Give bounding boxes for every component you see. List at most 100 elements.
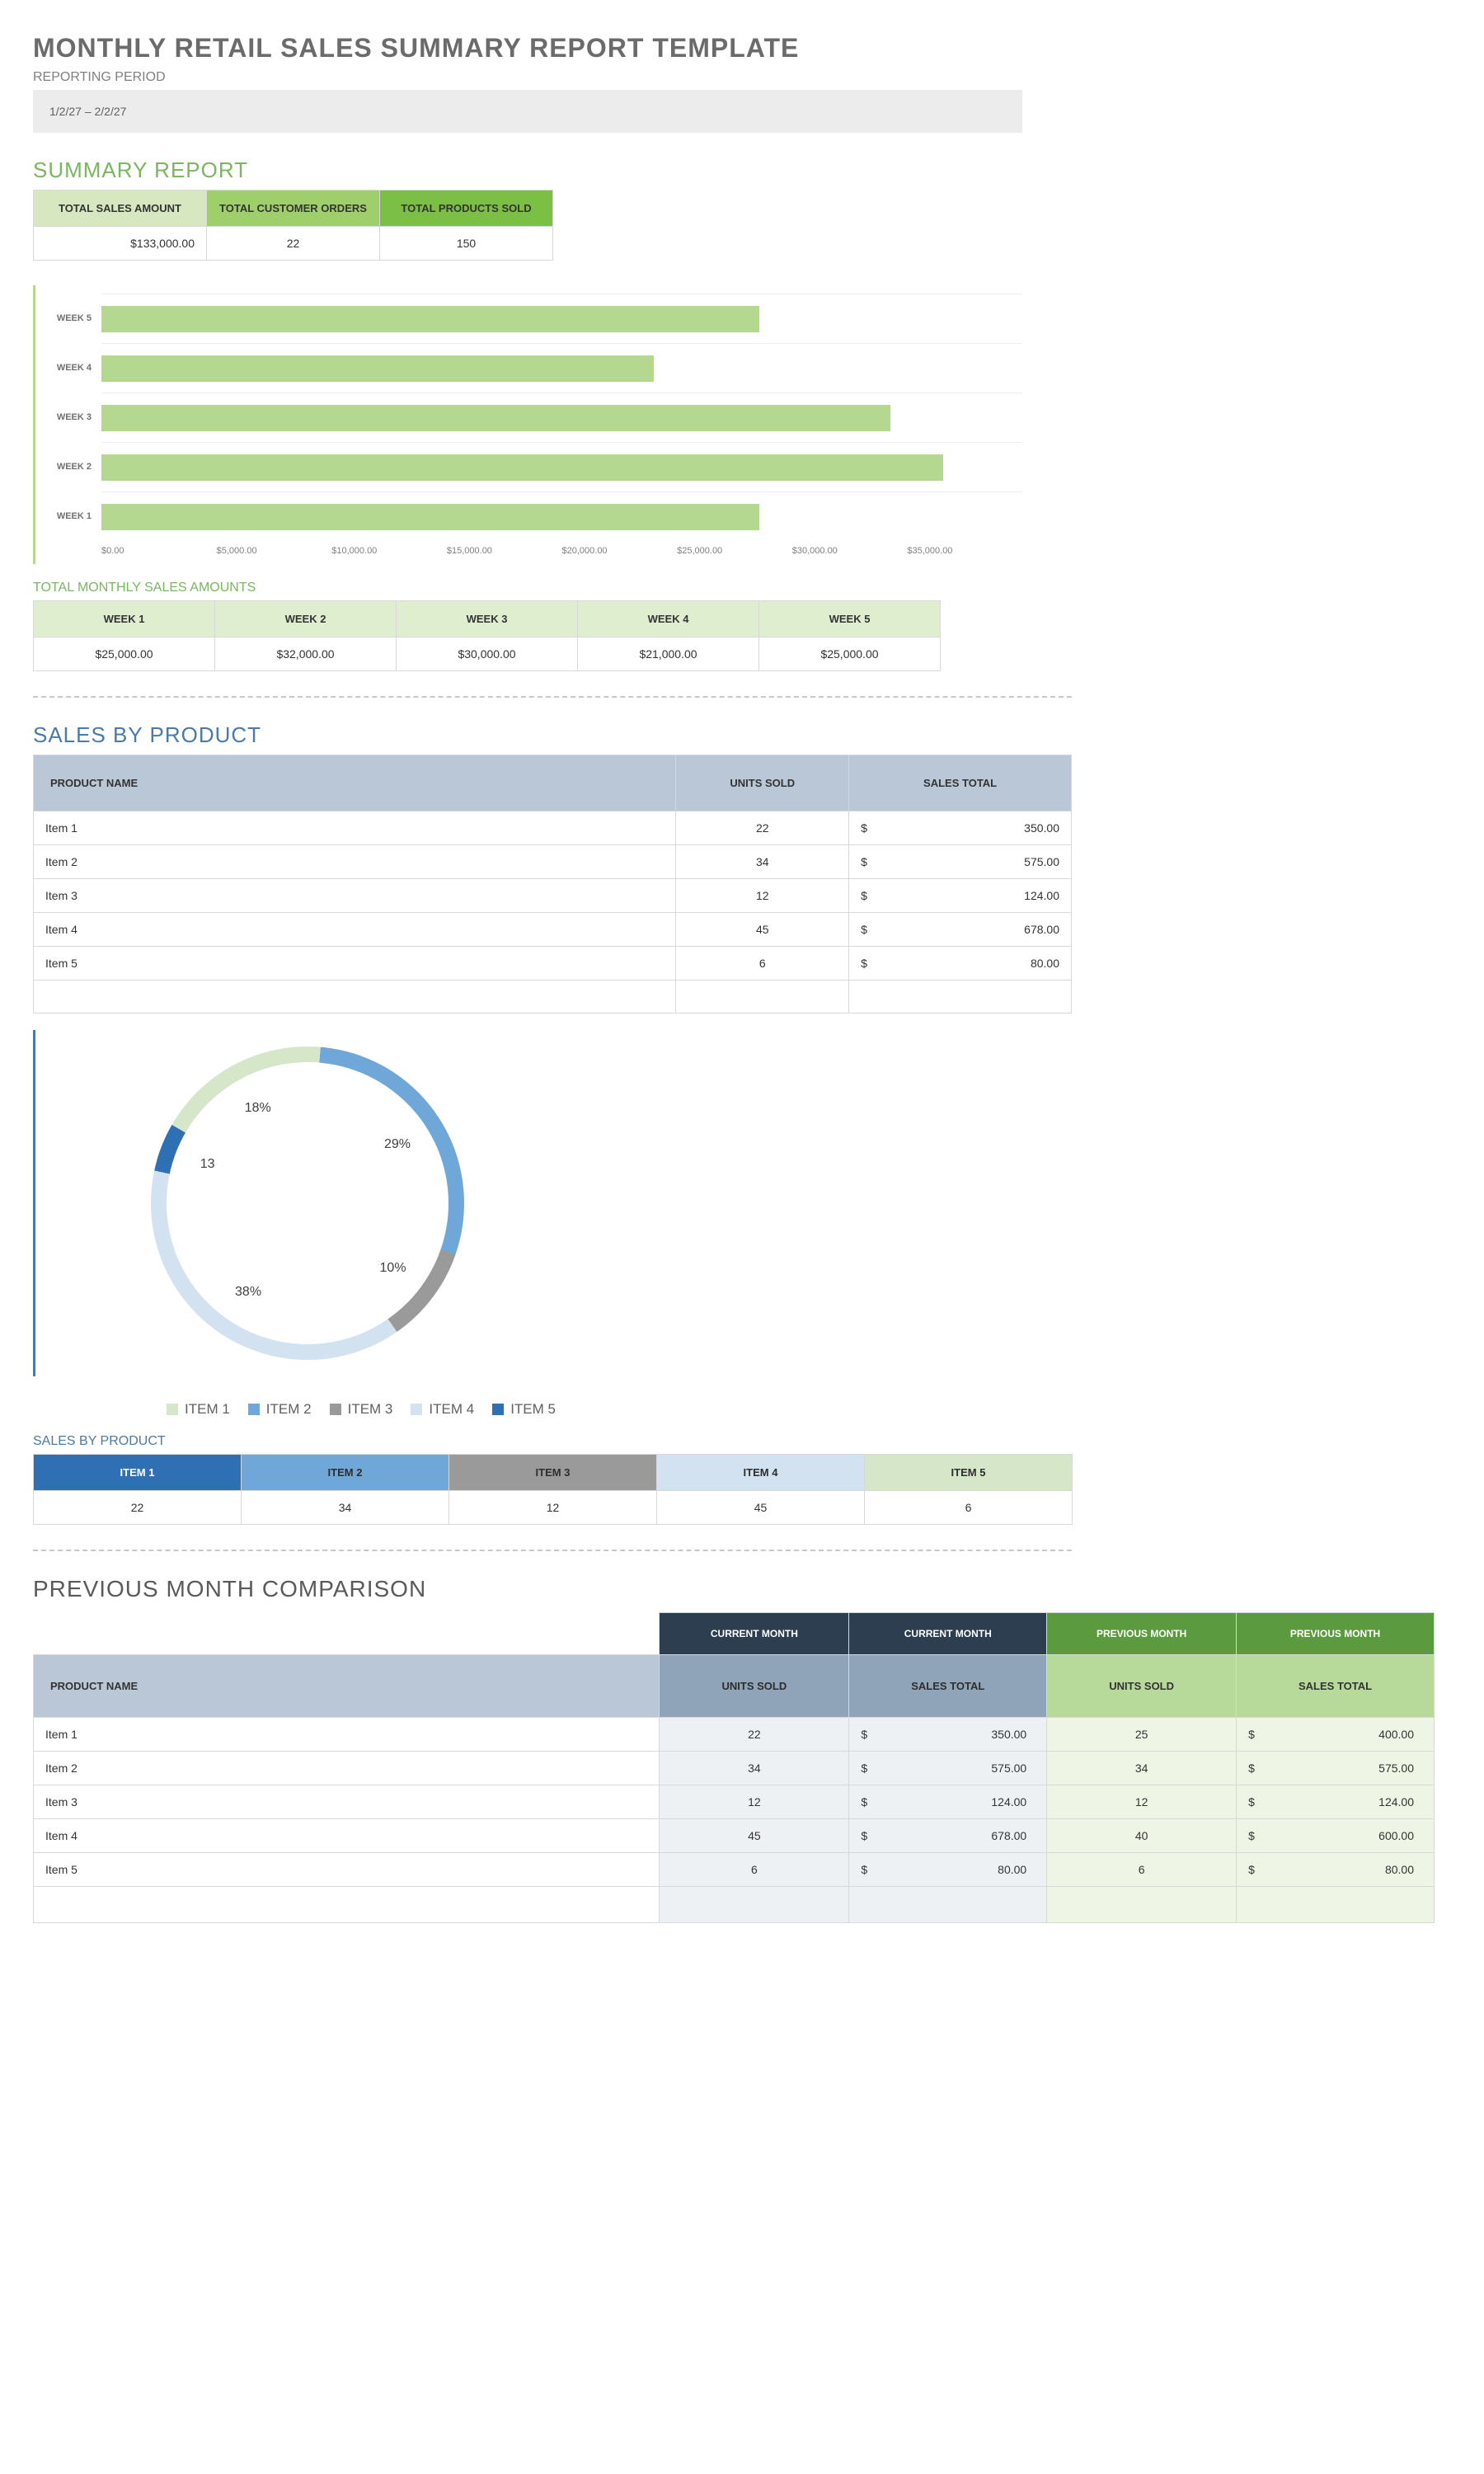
weekly-header: WEEK 4 [578, 601, 759, 637]
item-value: 22 [34, 1491, 242, 1525]
bar-label: WEEK 2 [35, 462, 101, 472]
sales-total: $80.00 [849, 947, 1072, 981]
item-header: ITEM 3 [449, 1455, 657, 1491]
donut-chart: 18% 29% 10% 38% 13 [151, 1047, 464, 1360]
x-tick: $15,000.00 [447, 546, 562, 556]
bar-row: WEEK 3 [35, 393, 1022, 442]
bar-fill [101, 355, 654, 382]
units-sold: 22 [676, 811, 849, 845]
table-row: Item 445$678.0040$600.00 [34, 1819, 1435, 1853]
previous-units: 40 [1047, 1819, 1237, 1853]
comparison-sub-header: UNITS SOLD [660, 1655, 849, 1718]
comparison-top-header: CURRENT MONTH [660, 1613, 849, 1655]
bar-label: WEEK 5 [35, 313, 101, 323]
current-units: 6 [660, 1853, 849, 1887]
current-units: 22 [660, 1718, 849, 1752]
current-units: 45 [660, 1819, 849, 1853]
sales-total: $350.00 [849, 811, 1072, 845]
legend-swatch [330, 1404, 341, 1415]
comparison-sub-header: SALES TOTAL [849, 1655, 1047, 1718]
previous-total: $575.00 [1237, 1752, 1435, 1785]
x-tick: $20,000.00 [562, 546, 678, 556]
summary-value: $133,000.00 [34, 227, 207, 261]
weekly-bar-chart: WEEK 5 WEEK 4 WEEK 3 WEEK 2 WEEK 1 $0.00$5,0… [33, 285, 1022, 564]
sales-total: $575.00 [849, 845, 1072, 879]
item-units-heading: SALES BY PRODUCT [33, 1434, 1435, 1449]
comparison-table: CURRENT MONTHCURRENT MONTHPREVIOUS MONTH… [33, 1612, 1435, 1923]
current-units: 34 [660, 1752, 849, 1785]
x-tick: $10,000.00 [331, 546, 447, 556]
legend-label: ITEM 2 [266, 1401, 312, 1417]
donut-slice-label: 18% [245, 1101, 271, 1116]
table-row: Item 122$350.0025$400.00 [34, 1718, 1435, 1752]
table-row: Item 56$80.006$80.00 [34, 1853, 1435, 1887]
product-header: UNITS SOLD [676, 755, 849, 811]
bar-chart-x-axis: $0.00$5,000.00$10,000.00$15,000.00$20,00… [101, 541, 1022, 556]
product-name: Item 4 [34, 1819, 660, 1853]
bar-fill [101, 504, 759, 530]
product-header: PRODUCT NAME [34, 755, 676, 811]
current-units: 12 [660, 1785, 849, 1819]
product-name: Item 3 [34, 879, 676, 913]
table-row [34, 981, 1072, 1014]
legend-swatch [411, 1404, 422, 1415]
current-total: $350.00 [849, 1718, 1047, 1752]
item-value: 34 [242, 1491, 449, 1525]
legend-swatch [492, 1404, 504, 1415]
x-tick: $30,000.00 [792, 546, 908, 556]
bar-row: WEEK 4 [35, 343, 1022, 393]
legend-swatch [167, 1404, 178, 1415]
item-value: 12 [449, 1491, 657, 1525]
product-name: Item 5 [34, 947, 676, 981]
product-name: Item 2 [34, 1752, 660, 1785]
table-row: Item 234$575.0034$575.00 [34, 1752, 1435, 1785]
units-sold: 34 [676, 845, 849, 879]
donut-slice-label: 29% [384, 1137, 411, 1152]
product-header: SALES TOTAL [849, 755, 1072, 811]
product-name: Item 4 [34, 913, 676, 947]
bar-fill [101, 405, 890, 431]
x-tick: $35,000.00 [907, 546, 1022, 556]
page-title: MONTHLY RETAIL SALES SUMMARY REPORT TEMP… [33, 33, 1435, 63]
table-row: Item 312$124.00 [34, 879, 1072, 913]
bar-label: WEEK 1 [35, 511, 101, 521]
item-value: 45 [657, 1491, 865, 1525]
table-row: Item 445$678.00 [34, 913, 1072, 947]
table-row: Item 122$350.00 [34, 811, 1072, 845]
weekly-value: $21,000.00 [578, 637, 759, 671]
comparison-top-header: PREVIOUS MONTH [1237, 1613, 1435, 1655]
x-tick: $25,000.00 [677, 546, 792, 556]
item-units-table: ITEM 1ITEM 2ITEM 3ITEM 4ITEM 5 223412456 [33, 1454, 1073, 1525]
product-name: Item 2 [34, 845, 676, 879]
weekly-header: WEEK 3 [397, 601, 578, 637]
weekly-header: WEEK 2 [215, 601, 397, 637]
table-row: Item 56$80.00 [34, 947, 1072, 981]
weekly-value: $30,000.00 [397, 637, 578, 671]
item-header: ITEM 4 [657, 1455, 865, 1491]
summary-table: TOTAL SALES AMOUNTTOTAL CUSTOMER ORDERST… [33, 190, 553, 261]
bar-label: WEEK 4 [35, 363, 101, 373]
weekly-value: $25,000.00 [34, 637, 215, 671]
units-sold: 12 [676, 879, 849, 913]
donut-slice-label: 38% [235, 1285, 261, 1300]
summary-header: TOTAL SALES AMOUNT [34, 190, 207, 227]
weekly-sales-table: WEEK 1WEEK 2WEEK 3WEEK 4WEEK 5 $25,000.0… [33, 600, 941, 671]
bar-row: WEEK 1 [35, 492, 1022, 541]
legend-label: ITEM 5 [510, 1401, 556, 1417]
reporting-period-value: 1/2/27 – 2/2/27 [33, 90, 1022, 133]
donut-slice-label: 13 [200, 1157, 215, 1172]
previous-total: $600.00 [1237, 1819, 1435, 1853]
sales-total: $678.00 [849, 913, 1072, 947]
table-row: Item 312$124.0012$124.00 [34, 1785, 1435, 1819]
donut-slice-label: 10% [380, 1261, 406, 1276]
reporting-period-label: REPORTING PERIOD [33, 70, 1435, 85]
previous-total: $124.00 [1237, 1785, 1435, 1819]
x-tick: $5,000.00 [217, 546, 332, 556]
previous-total: $80.00 [1237, 1853, 1435, 1887]
comparison-sub-header: SALES TOTAL [1237, 1655, 1435, 1718]
current-total: $124.00 [849, 1785, 1047, 1819]
units-sold: 45 [676, 913, 849, 947]
item-header: ITEM 5 [865, 1455, 1073, 1491]
product-name: Item 1 [34, 811, 676, 845]
item-header: ITEM 2 [242, 1455, 449, 1491]
